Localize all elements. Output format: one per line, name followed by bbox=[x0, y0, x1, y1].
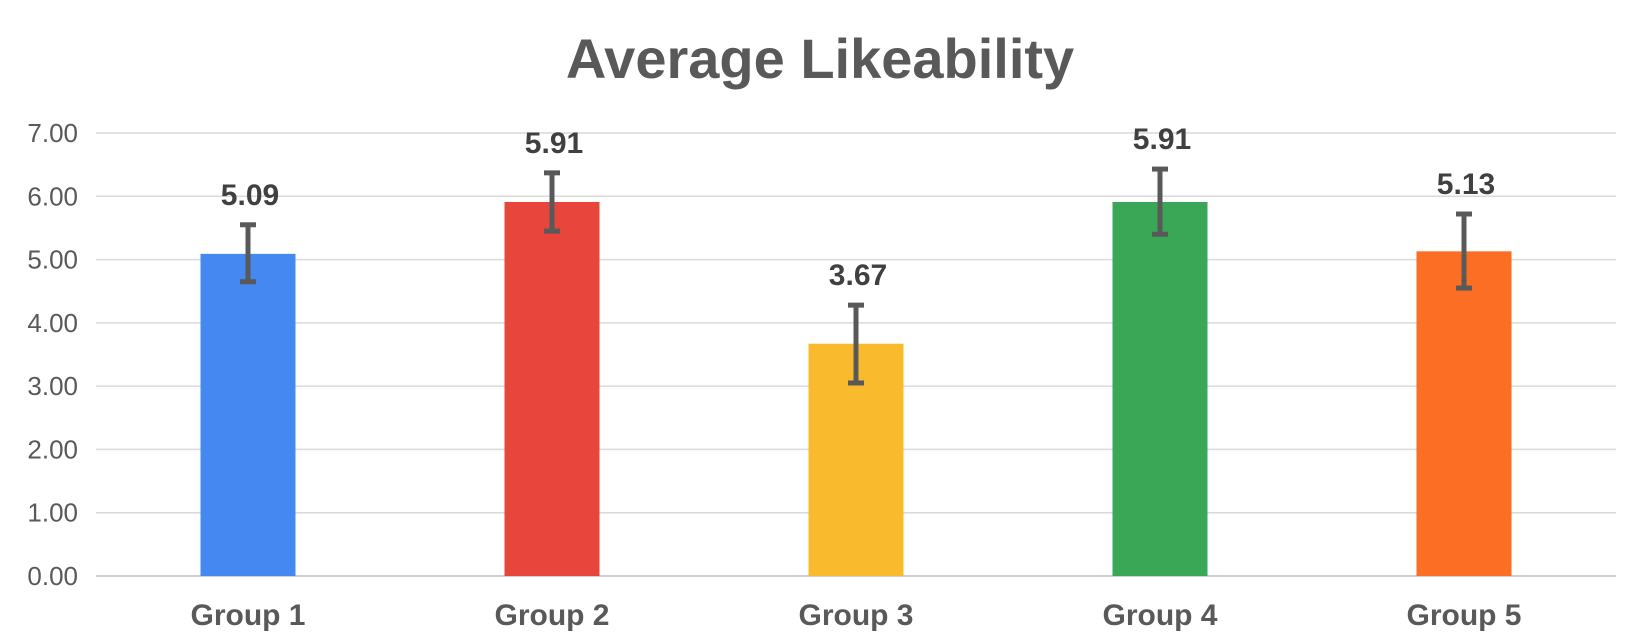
bar-group-4 bbox=[1112, 201, 1208, 576]
category-label: Group 3 bbox=[798, 599, 913, 632]
x-axis-categories: Group 1 Group 2 Group 3 Group 4 Group 5 bbox=[190, 599, 1521, 632]
error-bar bbox=[240, 222, 256, 285]
bar-group-2 bbox=[504, 201, 600, 576]
error-bar bbox=[1152, 166, 1168, 237]
bars bbox=[200, 201, 1512, 576]
error-bar bbox=[544, 170, 560, 234]
data-label: 3.67 bbox=[829, 259, 887, 292]
y-tick-label: 2.00 bbox=[27, 434, 78, 464]
data-label: 5.91 bbox=[525, 127, 583, 160]
data-label: 5.09 bbox=[221, 179, 279, 212]
data-label: 5.91 bbox=[1133, 123, 1191, 156]
y-tick-label: 5.00 bbox=[27, 245, 78, 275]
y-tick-label: 6.00 bbox=[27, 181, 78, 211]
bar-group-1 bbox=[200, 253, 296, 576]
category-label: Group 4 bbox=[1102, 599, 1217, 632]
y-axis-ticks: 0.00 1.00 2.00 3.00 4.00 5.00 6.00 7.00 bbox=[27, 118, 78, 591]
error-bars bbox=[240, 166, 1472, 386]
category-label: Group 1 bbox=[190, 599, 305, 632]
y-tick-label: 4.00 bbox=[27, 308, 78, 338]
y-tick-label: 3.00 bbox=[27, 371, 78, 401]
category-label: Group 5 bbox=[1406, 599, 1521, 632]
y-tick-label: 1.00 bbox=[27, 498, 78, 528]
y-tick-label: 7.00 bbox=[27, 118, 78, 148]
data-label: 5.13 bbox=[1437, 168, 1495, 201]
error-bar bbox=[848, 302, 864, 386]
chart-title: Average Likeability bbox=[566, 27, 1074, 90]
y-tick-label: 0.00 bbox=[27, 561, 78, 591]
data-labels: 5.09 5.91 3.67 5.91 5.13 bbox=[221, 123, 1495, 292]
bar-group-5 bbox=[1416, 251, 1512, 576]
error-bar bbox=[1456, 211, 1472, 291]
category-label: Group 2 bbox=[494, 599, 609, 632]
